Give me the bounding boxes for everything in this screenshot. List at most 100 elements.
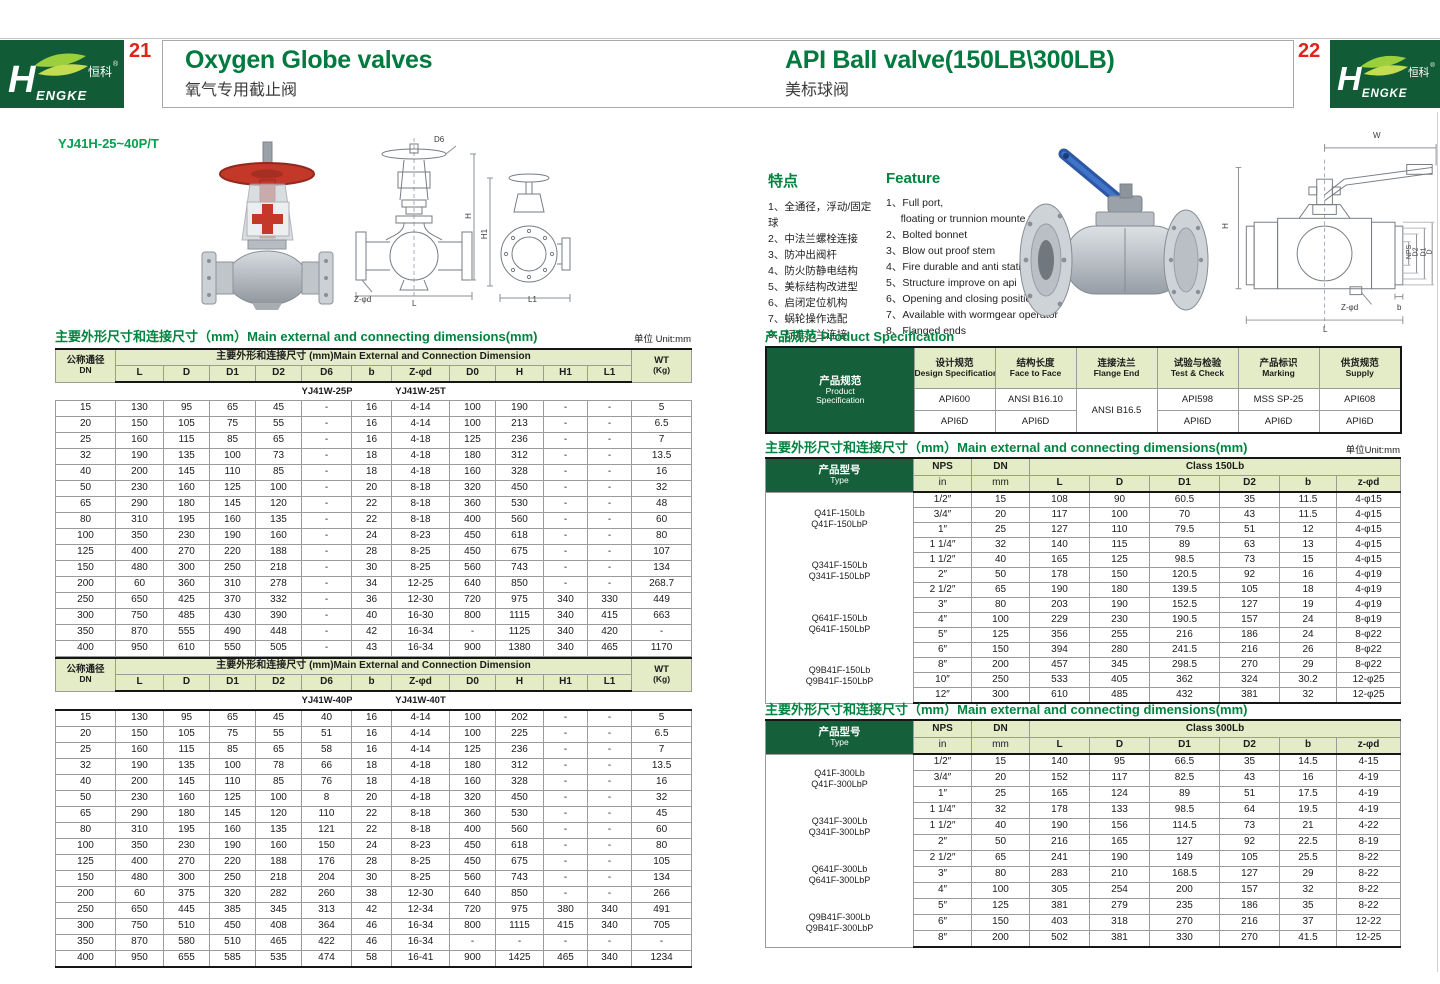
cell: 364	[301, 918, 352, 935]
cell: 900	[449, 640, 496, 657]
cell: 381	[1219, 687, 1280, 704]
cell: 300	[55, 918, 116, 935]
cell: 80	[971, 597, 1030, 613]
cell: 345	[1089, 657, 1150, 673]
cell: 230	[115, 480, 164, 497]
cell: 32	[55, 758, 116, 775]
dn-header: DN	[971, 719, 1030, 738]
left-title-cn: 氧气专用截止阀	[185, 82, 298, 99]
cell: 134	[631, 870, 693, 887]
type-header: 产品型号 Type	[765, 719, 914, 755]
type-column: Q41F-300Lb Q41F-300LbP Q341F-300Lb Q341F-30…	[765, 753, 914, 948]
cell: 213	[495, 416, 544, 433]
cell: 279	[1089, 898, 1150, 915]
cell: 190	[1089, 850, 1150, 867]
cell: 4-19	[1335, 802, 1402, 819]
table-row: 150 480 300 250 218-30 8-25 560 743- -134	[55, 560, 693, 577]
dim-label-zphid: Z-φd	[1341, 303, 1359, 312]
cell: 216	[1219, 642, 1280, 658]
cell: 156	[1089, 818, 1150, 835]
cell: 134	[631, 560, 693, 577]
cell: 65	[255, 742, 302, 759]
cell: 225	[495, 726, 544, 743]
cell: 180	[163, 806, 210, 823]
cell: 580	[163, 934, 210, 951]
cell: -	[301, 592, 352, 609]
cell: 46	[351, 934, 392, 951]
cell: 6.5	[631, 726, 693, 743]
col-header: L	[1029, 736, 1090, 755]
cell: 180	[1089, 582, 1150, 598]
spec-value: API608	[1318, 388, 1402, 411]
svg-text:ENGKE: ENGKE	[1362, 88, 1407, 100]
table-row: 350 870 580 510 465 422 46 16-34- - - - -	[55, 934, 693, 951]
col-header: D2	[255, 674, 302, 692]
cell: 560	[449, 560, 496, 577]
cell: 152.5	[1149, 597, 1220, 613]
col-header: D6	[301, 365, 352, 383]
cell: 385	[209, 902, 256, 919]
feature-item: 7、Available with wormgear operator	[886, 309, 1058, 321]
cell: 190	[115, 758, 164, 775]
cell: 190	[209, 528, 256, 545]
cell: 22	[351, 496, 392, 513]
cell: -	[586, 544, 633, 561]
cell: 250	[55, 592, 116, 609]
cell: 25	[971, 786, 1030, 803]
cell: 32	[631, 790, 693, 807]
hengke-logo-icon: H 恒科 ® ENGKE	[1337, 55, 1435, 100]
cell: -	[586, 934, 633, 951]
cell: -	[301, 416, 352, 433]
col-header: H	[495, 365, 544, 383]
cell: 480	[115, 560, 164, 577]
cell: 73	[1219, 818, 1280, 835]
spec-value: API6D	[913, 410, 996, 434]
cell: 415	[543, 918, 588, 935]
cell: 24	[1279, 612, 1337, 628]
cell: 230	[115, 790, 164, 807]
cell: 58	[351, 950, 392, 968]
cell: -	[301, 608, 352, 625]
cell: 381	[1029, 898, 1090, 915]
cell: 85	[255, 464, 302, 481]
cell: 20	[971, 507, 1030, 523]
cell: -	[586, 448, 633, 465]
cell: 105	[1219, 850, 1280, 867]
cell: 195	[163, 512, 210, 529]
cell: 149	[1149, 850, 1220, 867]
spec-col-supply: 供货规范 Supply	[1318, 346, 1402, 389]
cell: 254	[1089, 882, 1150, 899]
cell: 340	[543, 624, 588, 641]
cell: 655	[163, 950, 210, 968]
type-label: Q9B41F-150LbP	[805, 676, 874, 687]
type-label: Q41F-150LbP	[811, 518, 868, 529]
dim-label-zphid: Z-φd	[354, 295, 372, 304]
ball-valve-drawing-icon	[1235, 143, 1437, 328]
cell: 19	[1279, 597, 1337, 613]
cell: 22	[351, 822, 392, 839]
cell: 20	[351, 790, 392, 807]
cell: 110	[209, 464, 256, 481]
cell: 15	[1279, 552, 1337, 568]
cell: 270	[163, 544, 210, 561]
dn-header: 公称通径 DN	[55, 657, 116, 692]
cell: -	[543, 870, 588, 887]
cell: -	[543, 758, 588, 775]
type-label-group: Q9B41F-150Lb Q9B41F-150LbP	[767, 665, 913, 687]
cell: 80	[55, 822, 116, 839]
globe-valve-photo-icon	[201, 141, 334, 310]
cell: 4-22	[1335, 818, 1402, 835]
cell: 350	[115, 838, 164, 855]
cell: 125	[971, 898, 1030, 915]
cell: -	[586, 806, 633, 823]
cell: 95	[163, 400, 210, 417]
col-header: z-φd	[1335, 736, 1402, 755]
cell: 100	[449, 400, 496, 417]
table-row: 4″ 100 229 230 190.5 157 24 8-φ19	[766, 612, 1402, 628]
cell: -	[586, 512, 633, 529]
cell: 66.5	[1149, 753, 1220, 771]
cell: 100	[255, 480, 302, 497]
cell: 17.5	[1279, 786, 1337, 803]
cell: 18	[351, 448, 392, 465]
dim-label-h: H	[1220, 223, 1230, 229]
